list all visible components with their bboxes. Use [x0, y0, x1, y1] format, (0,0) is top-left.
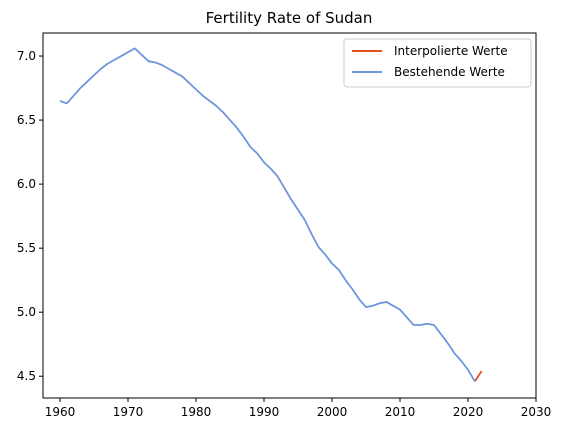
legend-label-existing: Bestehende Werte — [394, 65, 505, 79]
x-tick-label: 1960 — [45, 405, 76, 419]
series-layer — [59, 47, 483, 382]
chart-title: Fertility Rate of Sudan — [206, 9, 373, 27]
y-tick-label: 6.5 — [17, 113, 36, 127]
y-axis: 4.5 5.0 5.5 6.0 6.5 7.0 — [17, 49, 43, 383]
series-line-existing — [59, 47, 476, 382]
legend-label-interpolated: Interpolierte Werte — [394, 44, 508, 58]
x-tick-label: 2020 — [453, 405, 484, 419]
legend: Interpolierte Werte Bestehende Werte — [343, 38, 532, 88]
x-tick-label: 2030 — [521, 405, 552, 419]
legend-box — [343, 38, 532, 88]
x-tick-label: 2010 — [385, 405, 416, 419]
series-line-interpolated — [474, 370, 483, 382]
y-tick-label: 5.5 — [17, 241, 36, 255]
x-tick-label: 2000 — [317, 405, 348, 419]
x-tick-label: 1970 — [113, 405, 144, 419]
x-axis: 1960 1970 1980 1990 2000 2010 2020 2030 — [45, 398, 552, 419]
y-tick-label: 7.0 — [17, 49, 36, 63]
y-tick-label: 4.5 — [17, 369, 36, 383]
plot-frame — [42, 32, 537, 399]
x-tick-label: 1990 — [249, 405, 280, 419]
y-tick-label: 5.0 — [17, 305, 36, 319]
x-tick-label: 1980 — [181, 405, 212, 419]
y-tick-label: 6.0 — [17, 177, 36, 191]
